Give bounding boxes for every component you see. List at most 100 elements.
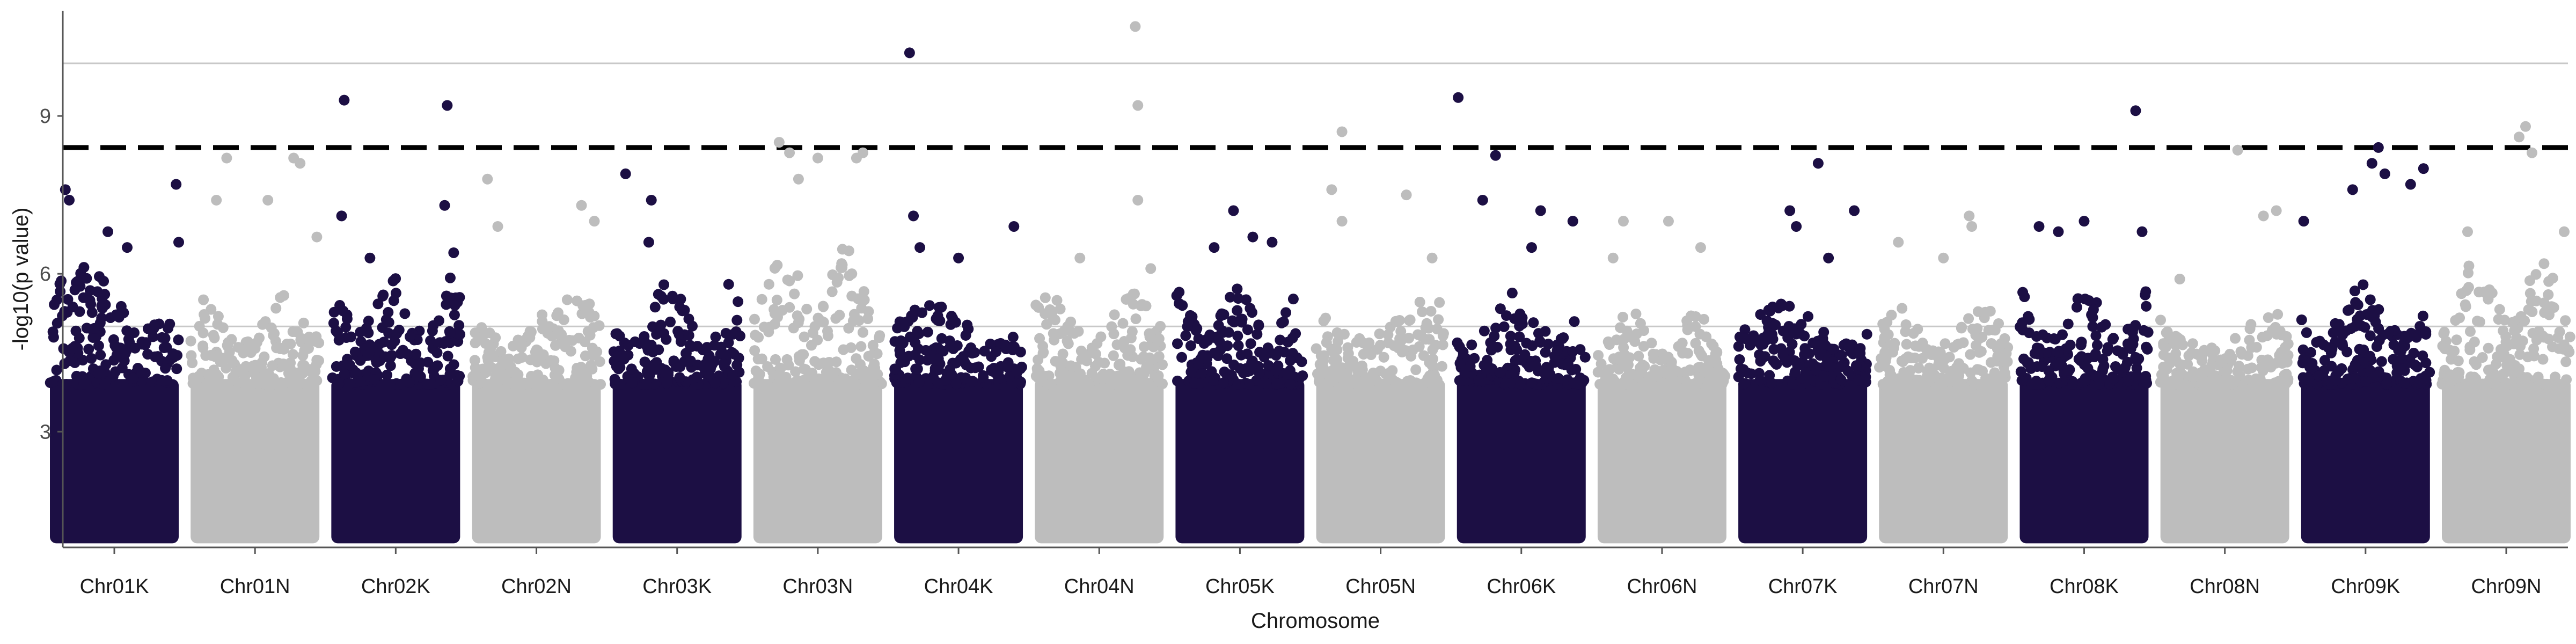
data-point [1374,328,1385,340]
data-point [1318,356,1329,367]
data-point [1073,369,1085,380]
data-point [2246,362,2257,374]
data-point [1733,371,1744,383]
data-point [2438,328,2449,339]
data-point [809,321,821,332]
data-point [642,369,654,380]
data-point [582,326,594,337]
bulk-points-block [2442,379,2571,544]
data-point [1387,365,1398,376]
data-point [2301,327,2312,338]
data-point [431,347,443,358]
data-point [47,377,58,388]
data-point [2560,315,2571,326]
data-point [2391,361,2403,372]
data-point [950,378,962,390]
data-point [824,365,835,377]
data-point [1666,356,1677,368]
data-point [1280,307,1292,318]
data-point [796,349,807,360]
chromosome-series-Chr04N [1030,21,1168,544]
data-point [771,295,782,306]
data-point [1902,375,1913,386]
data-point [444,272,456,283]
data-point [1078,351,1089,362]
data-point [1130,313,1141,325]
peak-point [1267,237,1278,248]
data-point [944,335,955,347]
data-point [2119,362,2131,373]
data-point [1458,346,1469,357]
data-point [197,327,209,339]
data-point [2456,288,2467,299]
data-point [1796,372,1807,384]
data-point [171,363,182,375]
data-point [1371,375,1382,386]
data-point [69,284,80,296]
data-point [913,328,925,339]
x-tick-label: Chr07N [1908,575,1979,598]
data-point [1956,378,1967,389]
peak-point [1607,252,1619,264]
data-point [2131,370,2142,381]
data-point [98,275,109,287]
data-point [1593,350,1604,361]
data-point [2250,373,2262,384]
data-point [160,363,171,374]
data-point [2349,286,2360,297]
data-point [1242,348,1253,360]
data-point [185,335,196,347]
x-tick-label: Chr02N [501,575,572,598]
data-point [167,348,179,360]
data-point [838,344,849,355]
data-point [1044,378,1056,390]
data-point [2470,374,2482,385]
data-point [476,322,487,333]
peak-point [1618,216,1629,227]
data-point [1990,378,2002,389]
peak-point [1964,210,1975,222]
data-point [1777,300,1788,311]
data-point [809,356,821,367]
data-point [1619,378,1630,390]
data-point [2473,287,2485,298]
data-point [580,350,591,362]
data-point [1122,345,1133,356]
data-point [2463,282,2474,293]
peak-point [1535,205,1546,216]
data-point [2543,289,2554,301]
data-point [1526,377,1538,389]
data-point [1648,353,1659,364]
data-point [763,279,774,290]
data-point [1031,363,1043,374]
data-point [1514,378,1526,390]
data-point [2560,356,2572,368]
data-point [2024,314,2035,325]
data-point [1638,325,1649,336]
data-point [48,332,59,343]
chromosome-series-Chr02K [327,94,466,544]
data-point [1516,354,1527,365]
data-point [1213,320,1224,331]
bulk-points-block [894,379,1023,544]
x-tick-label: Chr01N [220,575,290,598]
data-point [927,353,938,364]
data-point [1940,338,1951,349]
data-point [788,323,799,334]
data-point [1567,346,1578,357]
data-point [275,343,286,354]
data-point [1414,296,1425,308]
data-point [782,274,793,286]
data-point [1637,378,1649,390]
data-point [594,356,605,367]
data-point [1710,376,1721,387]
data-point [108,355,120,366]
data-point [328,318,339,329]
data-point [1511,344,1523,355]
data-point [1332,336,1343,347]
data-point [922,326,933,338]
data-point [1501,310,1512,321]
data-point [1180,330,1191,341]
peak-point [1426,252,1438,264]
data-point [909,304,920,316]
